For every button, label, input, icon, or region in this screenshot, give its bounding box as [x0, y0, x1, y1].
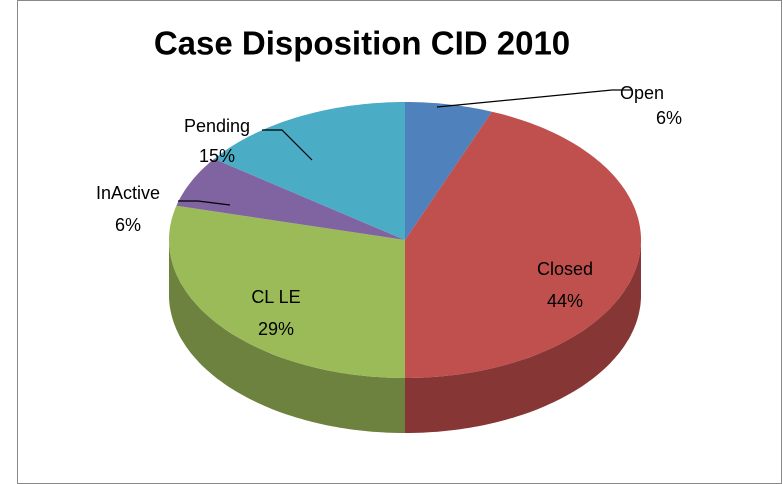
slice-label: Closed	[537, 259, 593, 279]
slice-label: InActive	[96, 183, 160, 203]
slice-label: Pending	[184, 116, 250, 136]
leader-line	[178, 200, 231, 206]
slice-side	[169, 240, 405, 433]
leader-line	[436, 89, 632, 108]
slice	[214, 102, 405, 240]
slice	[169, 205, 405, 378]
slice-side	[405, 240, 641, 433]
slice	[176, 158, 405, 240]
slice-value-label: 15%	[199, 146, 235, 166]
slice-value-label: 6%	[115, 215, 141, 235]
slice-label: Open	[620, 83, 664, 103]
slice-side-shade	[169, 240, 405, 433]
chart-title: Case Disposition CID 2010	[154, 25, 570, 62]
slice-value-label: 29%	[258, 319, 294, 339]
slice-label: CL LE	[251, 287, 300, 307]
slice-value-label: 6%	[656, 108, 682, 128]
slice-value-label: 44%	[547, 291, 583, 311]
slice	[405, 102, 492, 240]
slice	[405, 111, 641, 378]
slice-side-shade	[405, 240, 641, 433]
leader-line	[262, 129, 313, 161]
